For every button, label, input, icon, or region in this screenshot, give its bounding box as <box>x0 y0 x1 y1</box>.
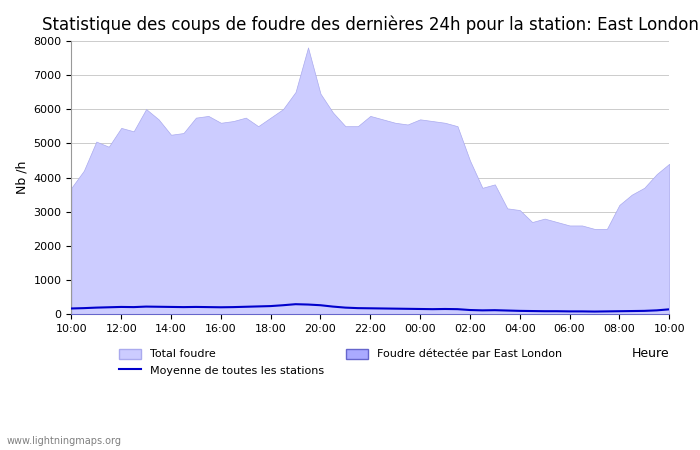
Y-axis label: Nb /h: Nb /h <box>15 161 28 194</box>
Text: www.lightningmaps.org: www.lightningmaps.org <box>7 436 122 446</box>
Text: Heure: Heure <box>631 347 669 360</box>
Title: Statistique des coups de foudre des dernières 24h pour la station: East London: Statistique des coups de foudre des dern… <box>42 15 699 33</box>
Legend: Total foudre, Moyenne de toutes les stations, Foudre détectée par East London: Total foudre, Moyenne de toutes les stat… <box>114 344 567 380</box>
